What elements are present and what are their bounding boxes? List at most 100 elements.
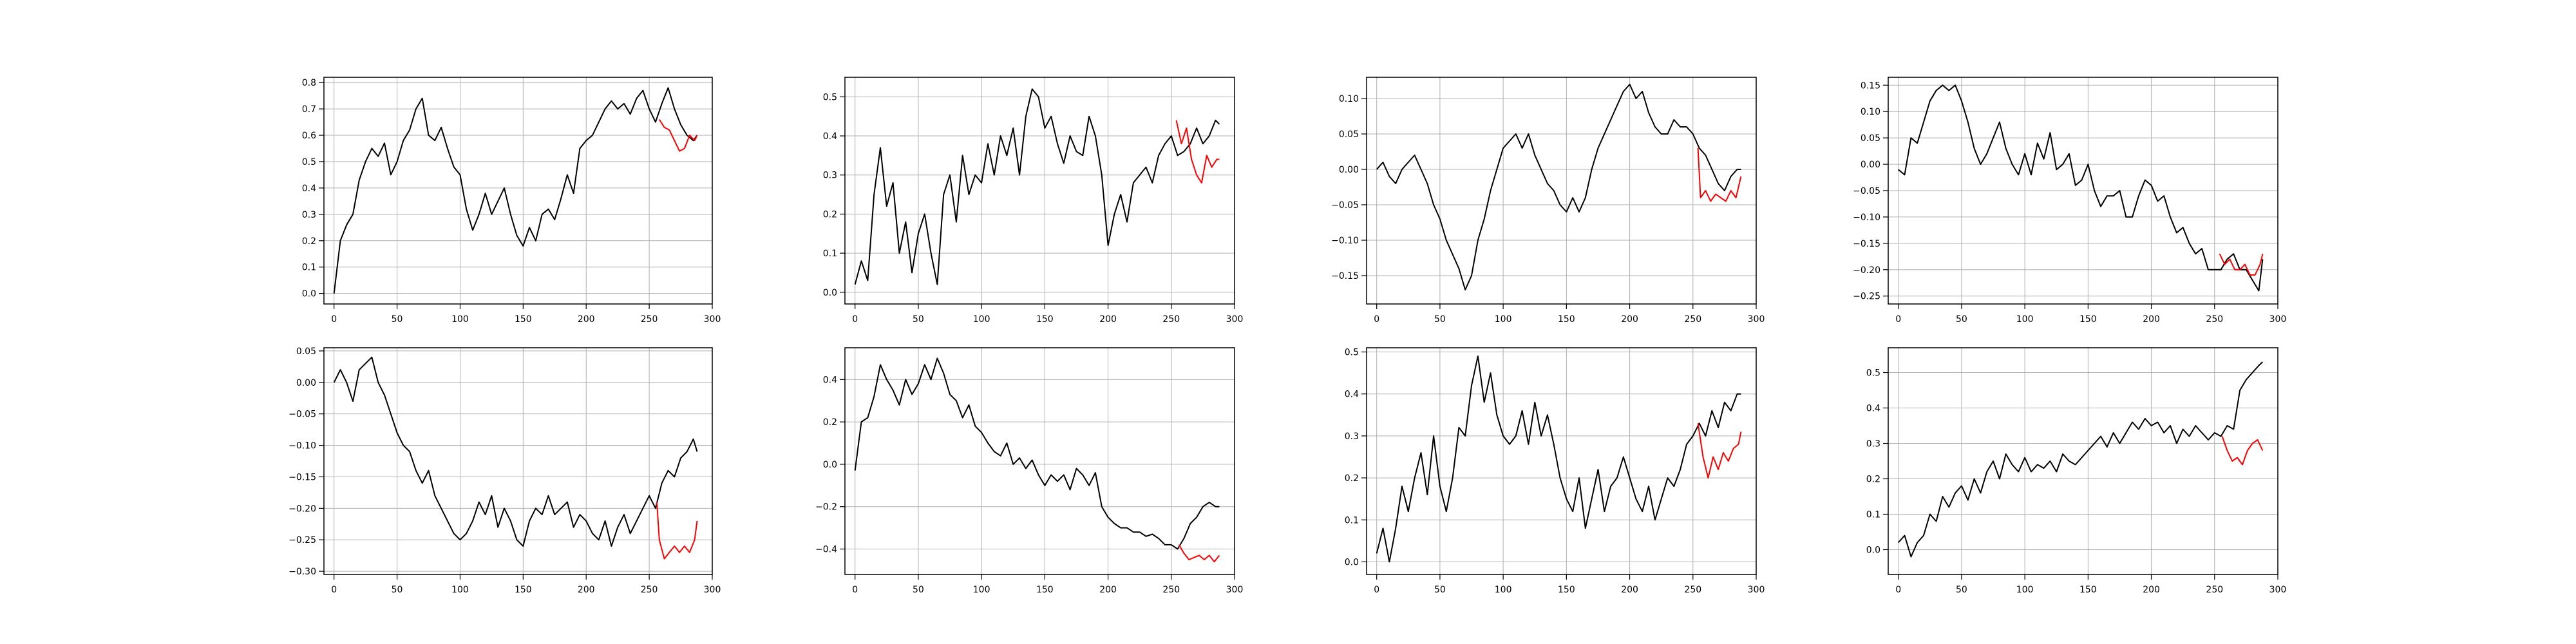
x-tick-label: 100 [451, 585, 469, 595]
x-tick-label: 150 [1558, 585, 1575, 595]
y-tick-label: −0.15 [1331, 271, 1359, 281]
x-tick-label: 0 [1895, 314, 1901, 325]
x-tick-label: 0 [1374, 585, 1379, 595]
x-tick-label: 150 [1036, 585, 1054, 595]
subplot-1: 0 50 100 150 200 250 300 0.0 0.1 0.2 0.3 0.4 0.5 0.6 0… [302, 77, 721, 325]
axes-frame [1888, 347, 2278, 575]
y-tick-label: 0.4 [1866, 404, 1880, 414]
y-tick-label: 0.2 [302, 236, 316, 247]
subplot-6: 0 50 100 150 200 250 300 −0.4 −0.2 0.0 0.2 0.4 [815, 347, 1244, 595]
predicted-series-line [1175, 120, 1220, 184]
subplot-7: 0 50 100 150 200 250 300 0.0 0.1 0.2 0.3 0.4 0.5 [1345, 347, 1765, 595]
y-tick-label: 0.7 [302, 104, 316, 115]
axes-frame [844, 347, 1235, 575]
y-tick-label: 0.0 [1866, 545, 1880, 556]
y-tick-label: −0.10 [1331, 236, 1359, 246]
actual-series-line [1897, 361, 2264, 558]
x-tick-label: 100 [1495, 314, 1512, 325]
actual-series-line [1376, 355, 1741, 563]
y-tick-label: 0.2 [823, 209, 837, 220]
y-tick-label: 0.4 [823, 375, 837, 385]
y-tick-label: −0.05 [289, 410, 316, 420]
x-tick-label: 200 [1621, 314, 1638, 325]
predicted-series-line [1697, 147, 1742, 202]
axes-frame [1366, 77, 1757, 305]
y-tick-label: 0.00 [1861, 160, 1880, 170]
x-tick-label: 300 [1748, 314, 1765, 325]
x-tick-label: 200 [2143, 314, 2160, 325]
x-tick-label: 50 [1956, 585, 1967, 595]
y-tick-label: 0.10 [1339, 94, 1359, 104]
y-tick-label: −0.15 [289, 472, 316, 482]
axes-frame [323, 347, 713, 575]
x-tick-label: 150 [2079, 314, 2097, 325]
x-tick-label: 50 [392, 314, 403, 325]
x-tick-label: 250 [2206, 314, 2223, 325]
y-tick-label: 0.00 [296, 378, 316, 388]
x-tick-label: 250 [641, 314, 658, 325]
x-tick-label: 300 [704, 585, 721, 595]
x-tick-label: 200 [1621, 585, 1638, 595]
predicted-series-line [2221, 436, 2264, 466]
x-tick-label: 100 [973, 314, 990, 325]
subplot-5: 0 50 100 150 200 250 300 −0.30 −0.25 −0.20 −0.15 −0… [289, 346, 721, 595]
x-tick-label: 300 [2269, 314, 2287, 325]
x-tick-label: 150 [515, 314, 532, 325]
y-tick-label: −0.25 [1853, 292, 1880, 302]
y-tick-label: 0.05 [1339, 129, 1359, 140]
y-tick-label: −0.30 [289, 567, 316, 577]
y-tick-label: 0.4 [1345, 390, 1359, 400]
x-tick-label: 200 [2143, 585, 2160, 595]
y-tick-label: 0.5 [1866, 368, 1880, 379]
x-tick-label: 200 [578, 314, 595, 325]
y-tick-label: 0.1 [823, 249, 837, 259]
x-tick-label: 0 [331, 314, 337, 325]
y-tick-label: 0.5 [1345, 348, 1359, 358]
x-tick-label: 0 [331, 585, 337, 595]
actual-series-line [333, 87, 698, 294]
x-tick-label: 0 [1895, 585, 1901, 595]
x-tick-label: 150 [1036, 314, 1054, 325]
x-tick-label: 200 [578, 585, 595, 595]
x-tick-label: 250 [1684, 585, 1701, 595]
y-tick-label: 0.05 [1861, 133, 1880, 144]
x-tick-label: 100 [2016, 585, 2034, 595]
x-tick-label: 100 [973, 585, 990, 595]
x-tick-label: 300 [1226, 314, 1244, 325]
y-tick-label: 0.3 [302, 210, 316, 220]
subplot-8: 0 50 100 150 200 250 300 0.0 0.1 0.2 0.3 0.4 0.5 [1866, 347, 2286, 595]
y-tick-label: −0.4 [815, 545, 837, 555]
x-tick-label: 50 [392, 585, 403, 595]
actual-series-line [1376, 84, 1741, 290]
actual-series-line [854, 88, 1220, 285]
x-tick-label: 150 [1558, 314, 1575, 325]
predicted-series-line [658, 118, 698, 152]
x-tick-label: 0 [1374, 314, 1379, 325]
axes-frame [844, 77, 1235, 305]
y-tick-label: 0.5 [302, 157, 316, 167]
y-tick-label: 0.10 [1861, 107, 1880, 117]
x-tick-label: 200 [1099, 314, 1117, 325]
y-tick-label: 0.1 [1345, 515, 1359, 526]
y-tick-label: 0.6 [302, 131, 316, 141]
y-tick-label: −0.25 [289, 535, 316, 545]
y-tick-label: −0.20 [289, 504, 316, 514]
x-tick-label: 250 [1684, 314, 1701, 325]
y-tick-label: −0.10 [1853, 213, 1880, 223]
x-tick-label: 300 [1748, 585, 1765, 595]
x-tick-label: 100 [1495, 585, 1512, 595]
x-tick-label: 300 [1226, 585, 1244, 595]
axes-frame [1366, 347, 1757, 575]
x-tick-label: 50 [913, 314, 924, 325]
x-tick-label: 50 [1434, 585, 1446, 595]
y-tick-label: 0.0 [302, 289, 316, 299]
y-tick-label: 0.3 [1345, 431, 1359, 442]
x-tick-label: 150 [2079, 585, 2097, 595]
x-tick-label: 100 [2016, 314, 2034, 325]
predicted-series-line [656, 502, 698, 560]
y-tick-label: −0.05 [1853, 186, 1880, 196]
x-tick-label: 150 [515, 585, 532, 595]
y-tick-label: 0.2 [1345, 473, 1359, 484]
subplot-3: 0 50 100 150 200 250 300 −0.15 −0.10 −0.05 0.00 0.0… [1331, 77, 1765, 325]
